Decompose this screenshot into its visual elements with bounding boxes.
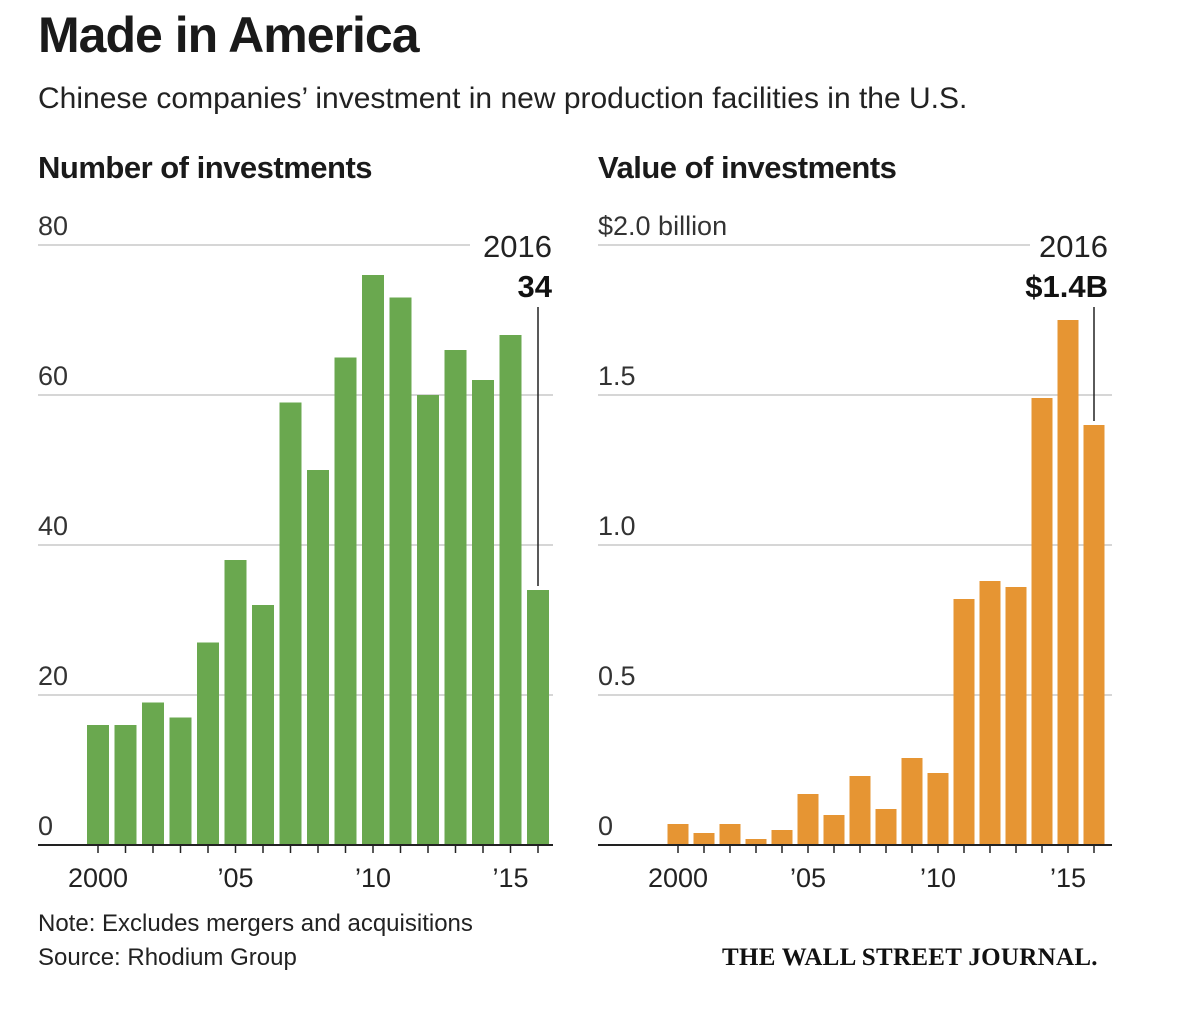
bar <box>719 824 741 845</box>
bar <box>527 590 549 845</box>
bar <box>875 809 897 845</box>
y-tick-label: 0 <box>38 811 53 841</box>
chart-subtitle: Chinese companies’ investment in new pro… <box>38 82 968 115</box>
x-tick-label: 2000 <box>648 863 708 893</box>
bar <box>307 470 329 845</box>
bar <box>693 833 715 845</box>
chart-title: Made in America <box>38 7 420 63</box>
bar <box>472 380 494 845</box>
y-tick-label: 1.0 <box>598 511 636 541</box>
bar <box>667 824 689 845</box>
callout-year-label: 2016 <box>483 229 552 264</box>
bar <box>1031 398 1053 845</box>
y-tick-label: 1.5 <box>598 361 636 391</box>
bar <box>849 776 871 845</box>
bar <box>362 275 384 845</box>
bar <box>1083 425 1105 845</box>
bar <box>87 725 109 845</box>
y-tick-label: 0.5 <box>598 661 636 691</box>
publisher-logo: THE WALL STREET JOURNAL. <box>722 944 1098 971</box>
y-tick-label: 20 <box>38 661 68 691</box>
callout-year-label: 2016 <box>1039 229 1108 264</box>
bar <box>252 605 274 845</box>
callout-value-label: $1.4B <box>1025 269 1108 304</box>
y-tick-label: 60 <box>38 361 68 391</box>
bar <box>169 717 192 845</box>
bar <box>499 335 522 845</box>
y-tick-label: $2.0 billion <box>598 211 727 241</box>
bar <box>1057 320 1079 845</box>
bar <box>823 815 845 845</box>
bar <box>279 402 302 845</box>
bar <box>142 702 164 845</box>
bar <box>745 839 767 845</box>
x-tick-label: ’15 <box>492 863 528 893</box>
callout-value-label: 34 <box>518 269 553 304</box>
bar <box>771 830 793 845</box>
value-panel-title: Value of investments <box>598 150 897 185</box>
y-tick-label: 40 <box>38 511 68 541</box>
bar <box>417 395 439 845</box>
bar <box>444 350 467 845</box>
x-tick-label: ’15 <box>1050 863 1086 893</box>
bar <box>114 725 137 845</box>
number-panel-title: Number of investments <box>38 150 373 185</box>
y-tick-label: 80 <box>38 211 68 241</box>
x-tick-label: ’05 <box>217 863 253 893</box>
bar <box>389 297 412 845</box>
bar <box>1005 587 1027 845</box>
bar <box>197 642 219 845</box>
y-tick-label: 0 <box>598 811 613 841</box>
bar <box>224 560 247 845</box>
x-tick-label: ’05 <box>790 863 826 893</box>
x-tick-label: ’10 <box>920 863 956 893</box>
x-tick-label: ’10 <box>355 863 391 893</box>
bar <box>797 794 819 845</box>
note-text: Note: Excludes mergers and acquisitions <box>38 910 473 937</box>
x-tick-label: 2000 <box>68 863 128 893</box>
bar <box>953 599 975 845</box>
bar <box>901 758 923 845</box>
bar <box>927 773 949 845</box>
bar <box>979 581 1001 845</box>
source-text: Source: Rhodium Group <box>38 944 297 971</box>
bar <box>334 357 357 845</box>
